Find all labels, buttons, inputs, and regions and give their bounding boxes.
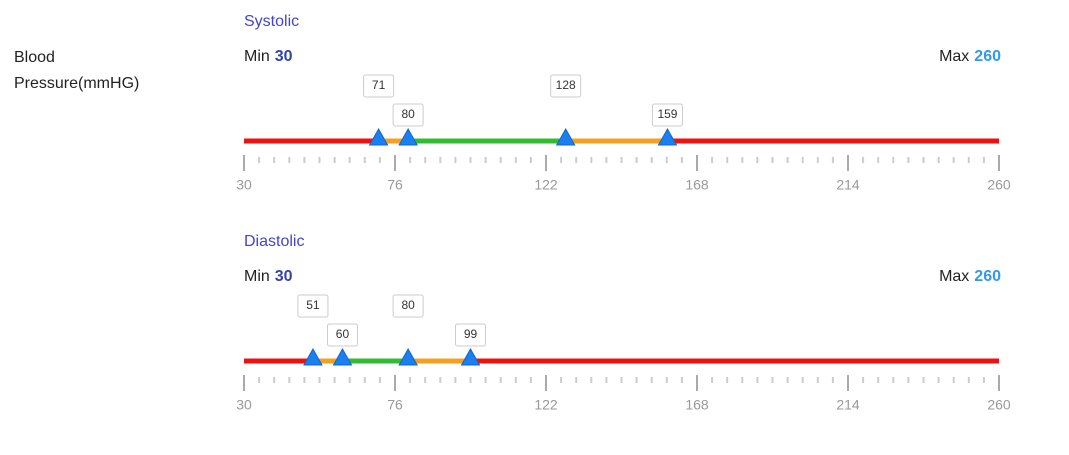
handle-label: 80: [401, 298, 415, 312]
field-label: Blood Pressure(mmHG): [14, 49, 139, 92]
handle-label: 51: [306, 298, 320, 312]
max-text: Max: [939, 48, 969, 65]
handle-label: 80: [401, 107, 415, 121]
handle-label: 71: [372, 78, 386, 92]
max-label: Max 260: [939, 268, 1001, 285]
min-text: Min: [244, 268, 270, 285]
max-text: Max: [939, 268, 969, 285]
handle-label-box: [651, 103, 683, 127]
tick-label: 30: [236, 397, 252, 413]
slider-handle[interactable]: [398, 347, 418, 366]
max-value: 260: [974, 268, 1001, 285]
min-text: Min: [244, 48, 270, 65]
min-value: 30: [275, 268, 293, 285]
min-label: Min 30: [244, 268, 293, 285]
slider-handle[interactable]: [332, 347, 353, 366]
handle-label: 60: [336, 327, 350, 341]
tick-label: 76: [387, 177, 403, 193]
slider-handle[interactable]: [460, 347, 481, 366]
tick-label: 30: [236, 177, 252, 193]
tick-label: 122: [534, 397, 558, 413]
slider-handle[interactable]: [555, 127, 576, 146]
slider-handle[interactable]: [657, 127, 678, 146]
tick-label: 260: [987, 397, 1011, 413]
slider-handle[interactable]: [368, 127, 389, 146]
handle-label-box: [550, 74, 582, 98]
handle-label-box: [392, 294, 424, 318]
slider-handle[interactable]: [398, 127, 418, 146]
handle-label-box: [297, 294, 329, 318]
max-value: 260: [974, 48, 1001, 65]
tick-label: 260: [987, 177, 1011, 193]
min-value: 30: [275, 48, 293, 65]
handle-label-box: [326, 323, 358, 347]
tick-label: 76: [387, 397, 403, 413]
tick-label: 122: [534, 177, 558, 193]
max-label: Max 260: [939, 48, 1001, 65]
handle-label-box: [392, 103, 424, 127]
tick-label: 214: [836, 397, 860, 413]
min-label: Min 30: [244, 48, 293, 65]
handle-label: 128: [556, 78, 576, 92]
tick-label: 168: [685, 397, 709, 413]
tick-label: 214: [836, 177, 860, 193]
tick-label: 168: [685, 177, 709, 193]
slider-handle[interactable]: [303, 347, 323, 366]
slider-title: Diastolic: [244, 233, 304, 250]
handle-label: 159: [657, 107, 677, 121]
handle-label-box: [363, 74, 395, 98]
slider-title: Systolic: [244, 13, 299, 30]
handle-label-box: [455, 323, 486, 347]
handle-label: 99: [464, 327, 478, 341]
